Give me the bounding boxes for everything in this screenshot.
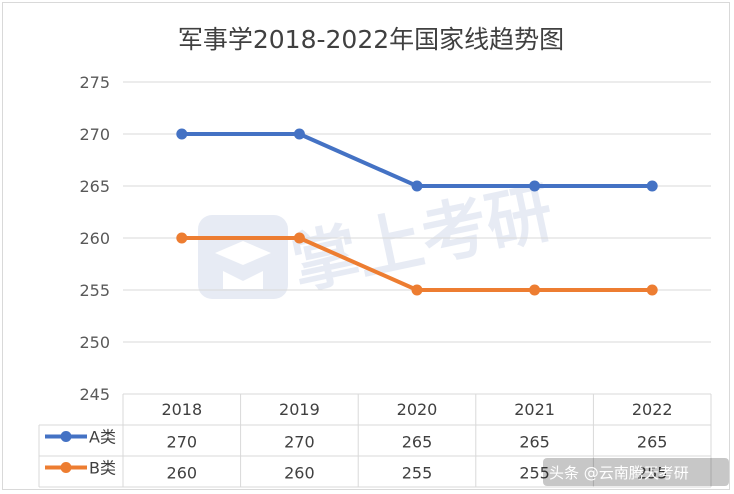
- table-cell-value: 260: [167, 464, 198, 483]
- x-tick-label: 2020: [397, 400, 438, 419]
- data-point: [176, 128, 188, 140]
- y-tick-label: 265: [79, 177, 110, 196]
- legend-label: A类: [89, 428, 116, 447]
- x-tick-label: 2019: [279, 400, 320, 419]
- data-point: [293, 128, 305, 140]
- series-line: [179, 132, 655, 188]
- chart-title: 军事学2018-2022年国家线趋势图: [178, 25, 564, 54]
- plot-area: [176, 128, 658, 296]
- chart-frame: 掌上考研 军事学2018-2022年国家线趋势图 245 250 255 260 265…: [2, 2, 730, 490]
- table-cell-value: 265: [637, 433, 668, 452]
- data-point: [176, 232, 188, 244]
- credit-text: 头条 @云南腾天考研: [549, 464, 689, 482]
- table-cell-value: 270: [167, 433, 198, 452]
- y-tick-label: 245: [79, 385, 110, 404]
- data-point: [646, 284, 658, 296]
- table-cell-value: 265: [519, 433, 550, 452]
- x-tick-label: 2021: [514, 400, 555, 419]
- data-point: [411, 180, 423, 192]
- legend-label: B类: [89, 459, 116, 478]
- table-cell-value: 260: [284, 464, 315, 483]
- y-tick-label: 275: [79, 73, 110, 92]
- table-cell-value: 255: [519, 464, 550, 483]
- table-cell-value: 255: [637, 464, 668, 483]
- legend-marker: [60, 462, 72, 473]
- x-tick-label: 2018: [161, 400, 202, 419]
- x-tick-label: 2022: [632, 400, 673, 419]
- table-cell-value: 255: [402, 464, 433, 483]
- data-point: [529, 180, 541, 192]
- table-cell-value: 265: [402, 433, 433, 452]
- y-tick-label: 255: [79, 281, 110, 300]
- data-table: 2018 2019 2020 2021 2022 A类 270 270 265 265 265 B类 2…: [38, 393, 712, 488]
- data-point: [646, 180, 658, 192]
- watermark-logo-text: 掌上考研: [285, 173, 559, 303]
- y-tick-label: 270: [79, 125, 110, 144]
- y-tick-label: 260: [79, 229, 110, 248]
- data-point: [411, 284, 423, 296]
- line-chart: 掌上考研 军事学2018-2022年国家线趋势图 245 250 255 260 265…: [38, 25, 712, 488]
- data-point: [293, 232, 305, 244]
- y-axis: 245 250 255 260 265 270 275: [79, 73, 110, 404]
- credit-watermark: 头条 @云南腾天考研: [543, 458, 729, 486]
- data-point: [529, 284, 541, 296]
- table-cell-value: 270: [284, 433, 315, 452]
- legend-marker: [60, 431, 72, 442]
- y-tick-label: 250: [79, 333, 110, 352]
